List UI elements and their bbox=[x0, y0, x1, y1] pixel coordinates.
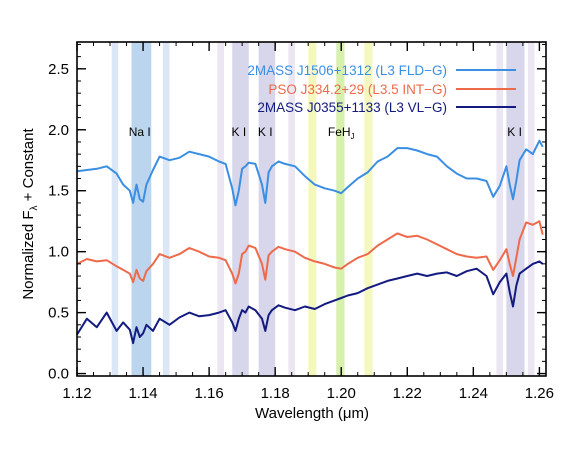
x-tick-label: 1.24 bbox=[459, 385, 488, 402]
x-tick-label: 1.20 bbox=[327, 385, 356, 402]
x-tick-label: 1.16 bbox=[195, 385, 224, 402]
absorption-band bbox=[217, 42, 224, 376]
absorption-band bbox=[232, 42, 249, 376]
x-tick-label: 1.12 bbox=[62, 385, 91, 402]
series-line-3 bbox=[76, 260, 544, 345]
absorption-band bbox=[527, 42, 535, 376]
y-tick-label: 0.0 bbox=[48, 366, 69, 383]
spectral-line-label: K I bbox=[258, 125, 273, 139]
absorption-band bbox=[258, 42, 276, 376]
spectral-line-label: K I bbox=[232, 125, 247, 139]
legend-label: 2MASS J0355+1133 (L3 VL−G) bbox=[257, 100, 447, 115]
absorption-band bbox=[288, 42, 295, 376]
absorption-band bbox=[496, 42, 504, 376]
x-tick-label: 1.14 bbox=[128, 385, 157, 402]
absorption-band bbox=[308, 42, 317, 376]
absorption-band bbox=[364, 42, 373, 376]
y-axis-title: Normalized Fλ + Constant bbox=[20, 128, 40, 300]
y-tick-label: 1.0 bbox=[48, 244, 69, 261]
y-tick-label: 2.0 bbox=[48, 122, 69, 139]
absorption-band bbox=[162, 42, 170, 376]
absorption-band bbox=[336, 42, 345, 376]
absorption-bands bbox=[111, 42, 535, 376]
legend-label: PSO J334.2+29 (L3.5 INT−G) bbox=[268, 82, 447, 97]
plot-frame bbox=[76, 41, 547, 377]
spectral-line-label: FeHJ bbox=[328, 125, 355, 141]
plot-border bbox=[76, 41, 547, 377]
x-tick-label: 1.26 bbox=[525, 385, 554, 402]
legend-label: 2MASS J1506+1312 (L3 FLD−G) bbox=[247, 63, 447, 78]
x-tick-label: 1.22 bbox=[393, 385, 422, 402]
spectra-series bbox=[76, 139, 544, 345]
absorption-band bbox=[131, 42, 152, 376]
x-axis-title: Wavelength (μm) bbox=[255, 405, 369, 422]
spectral-line-label: Na I bbox=[129, 125, 151, 139]
absorption-band bbox=[111, 42, 119, 376]
y-tick-label: 0.5 bbox=[48, 305, 69, 322]
line-labels: Na I K I K I FeHJ K I bbox=[129, 125, 522, 141]
absorption-band bbox=[506, 42, 525, 376]
series-line-1 bbox=[76, 139, 544, 207]
series-line-2 bbox=[76, 220, 544, 285]
axis-ticks: 1.12 1.14 1.16 1.18 1.20 1.22 1.24 1.26 0.0 0.5 1.… bbox=[48, 42, 554, 402]
spectral-line-label: K I bbox=[507, 125, 522, 139]
y-tick-label: 2.5 bbox=[48, 61, 69, 78]
x-tick-label: 1.18 bbox=[261, 385, 290, 402]
y-tick-label: 1.5 bbox=[48, 183, 69, 200]
legend: 2MASS J1506+1312 (L3 FLD−G) PSO J334.2+29… bbox=[247, 63, 516, 115]
